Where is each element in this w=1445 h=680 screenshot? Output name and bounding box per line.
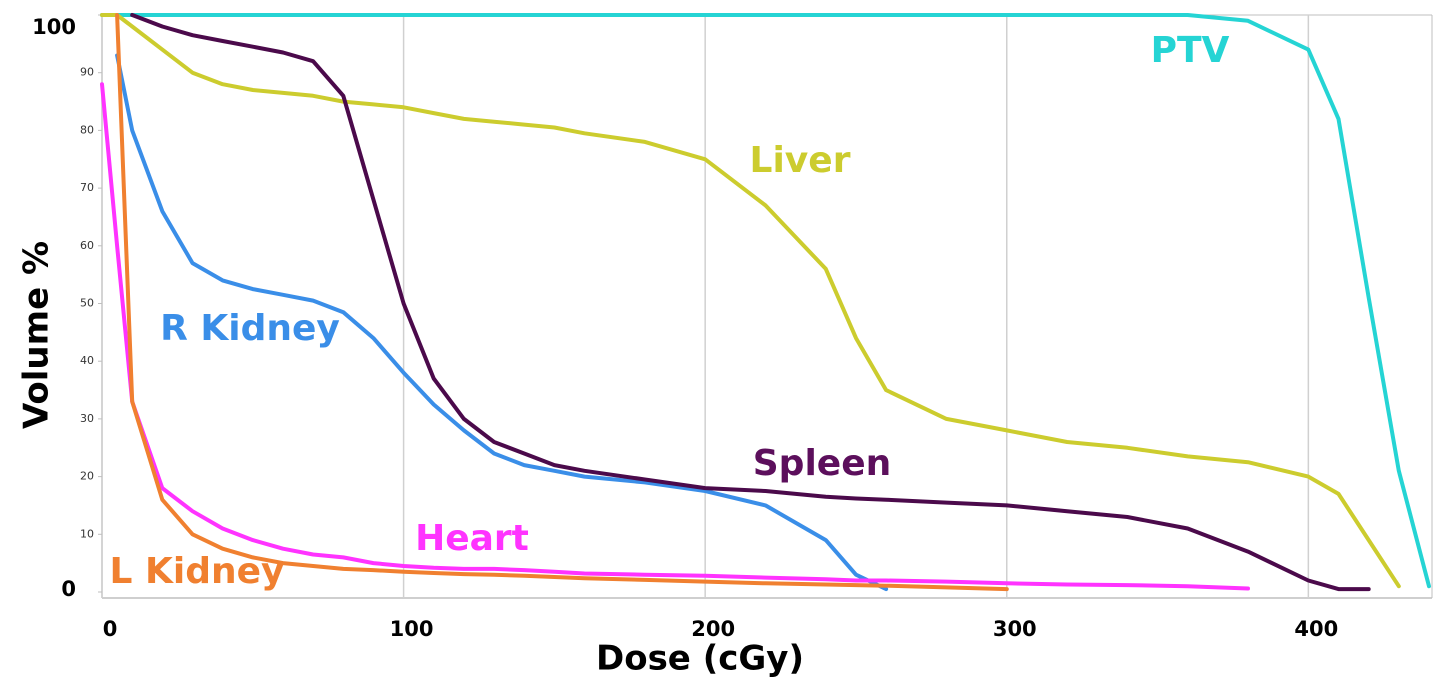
y-axis-title: Volume % — [17, 241, 57, 429]
y-tick-label: 40 — [80, 354, 94, 367]
y-tick-label: 70 — [80, 181, 94, 194]
x-tick-label: 300 — [993, 617, 1037, 641]
y-tick-label: 0 — [61, 577, 76, 601]
series-line — [115, 53, 889, 592]
x-tick-label: 0 — [103, 617, 118, 641]
x-tick-label: 100 — [390, 617, 434, 641]
y-tick-label: 50 — [80, 297, 94, 310]
x-tick-label: 400 — [1294, 617, 1338, 641]
series-line — [100, 13, 1431, 589]
y-tick-label: 90 — [80, 66, 94, 79]
y-tick-label: 30 — [80, 412, 94, 425]
y-tick-label: 20 — [80, 470, 94, 483]
y-tick-label: 60 — [80, 239, 94, 252]
series-label: PTV — [1151, 30, 1230, 71]
series-label: Spleen — [753, 443, 892, 484]
series-label: Liver — [750, 140, 851, 181]
x-tick-label: 200 — [691, 617, 735, 641]
series-label: R Kidney — [160, 308, 340, 349]
series-line — [115, 13, 1009, 592]
series-line — [100, 13, 1401, 589]
series-line — [100, 82, 1250, 591]
series-line — [130, 13, 1371, 592]
y-tick-label: 80 — [80, 123, 94, 136]
series-label: L Kidney — [110, 551, 285, 592]
y-tick-label: 10 — [80, 527, 94, 540]
x-axis-title: Dose (cGy) — [596, 639, 804, 679]
series-label: Heart — [415, 518, 529, 559]
y-tick-label: 100 — [32, 15, 76, 39]
